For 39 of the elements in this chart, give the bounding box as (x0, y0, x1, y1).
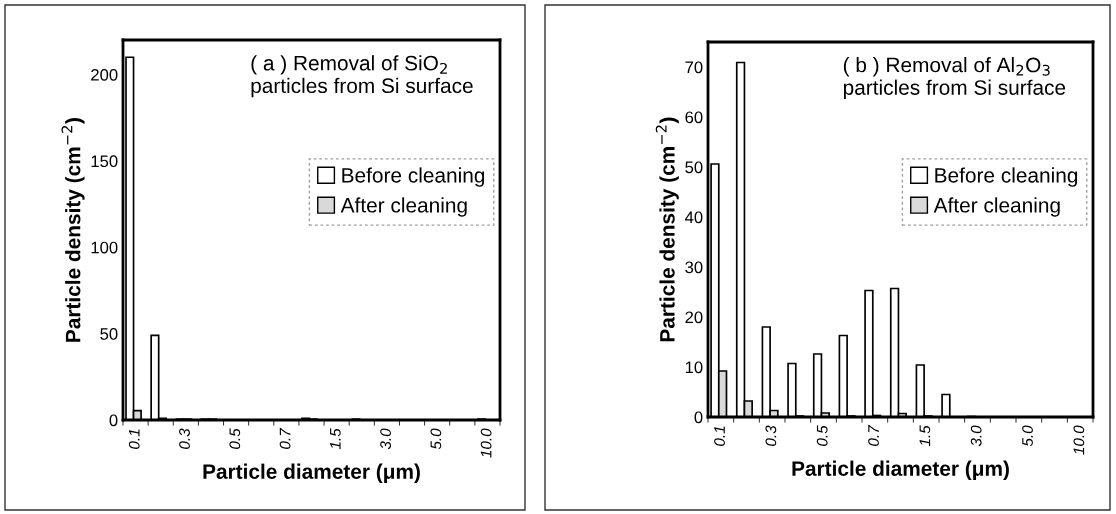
legend-label: Before cleaning (342, 167, 485, 187)
y-tick-label: 0 (694, 411, 703, 424)
x-tick-label: 0.3 (179, 428, 190, 449)
y-tick-label: 40 (684, 211, 703, 224)
legend-label: Before cleaning (935, 167, 1078, 187)
annotation: ( b ) Removal of Al$_{2}$O$_{3}$ particles from Si surface (843, 57, 1066, 100)
x-tick-label: 5.0 (1022, 425, 1033, 447)
y-tick-label: 30 (685, 261, 703, 274)
y-tick-label: 60 (685, 111, 703, 124)
x-tick-label: 0.1 (128, 429, 140, 449)
legend-label: After cleaning (933, 197, 1060, 217)
y-tick-label: 0 (109, 414, 118, 427)
y-tick-label: 20 (685, 311, 703, 324)
y-tick-label: 10 (685, 361, 703, 374)
y-tick-label: 150 (91, 155, 118, 168)
annotation: ( a ) Removal of SiO$_{2}$ particles from Si surface (251, 55, 473, 98)
x-tick-label: 1.5 (919, 425, 931, 447)
x-axis-title: Particle diameter (μm) (792, 460, 1009, 481)
x-tick-label: 0.5 (816, 425, 828, 446)
x-tick-label: 0.7 (868, 424, 879, 446)
y-axis-title: Particle density (cm$^{−2}$) (655, 117, 679, 342)
x-tick-label: 0.7 (279, 427, 291, 449)
x-tick-label: 3.0 (380, 428, 391, 450)
legend-label: After cleaning (340, 197, 467, 217)
x-tick-label: 10.0 (480, 428, 492, 458)
x-tick-label: 1.5 (330, 428, 341, 450)
x-tick-label: 0.3 (765, 425, 777, 446)
y-tick-label: 100 (91, 241, 118, 254)
y-tick-label: 50 (685, 161, 703, 174)
y-axis-title: Particle density (cm$^{−2}$) (61, 118, 85, 342)
x-tick-label: 0.1 (714, 426, 725, 446)
x-axis-title: Particle diameter (μm) (203, 463, 420, 484)
x-tick-label: 3.0 (970, 425, 982, 447)
x-tick-label: 5.0 (430, 428, 442, 450)
y-tick-label: 70 (685, 61, 703, 74)
y-tick-label: 50 (100, 328, 118, 340)
y-tick-label: 200 (91, 68, 118, 81)
x-tick-label: 10.0 (1073, 425, 1085, 455)
x-tick-label: 0.5 (229, 428, 241, 449)
